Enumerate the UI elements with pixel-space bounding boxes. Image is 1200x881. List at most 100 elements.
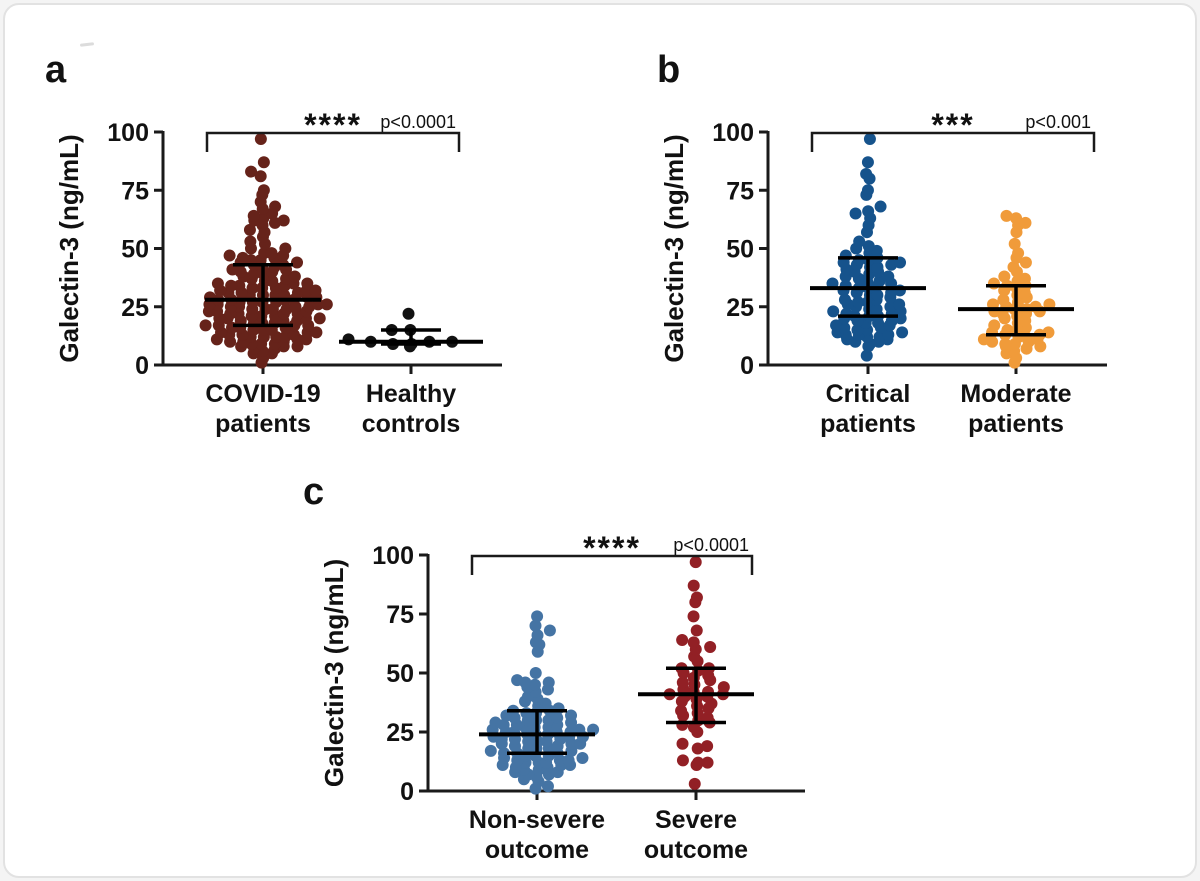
data-point — [266, 275, 279, 288]
data-point — [861, 156, 874, 169]
data-point — [243, 223, 256, 236]
data-point — [862, 205, 875, 218]
data-point — [874, 200, 887, 213]
data-point — [701, 740, 714, 753]
group-label: Non-severe — [469, 806, 605, 834]
data-point — [531, 610, 544, 623]
data-point — [269, 200, 282, 213]
data-point — [1008, 237, 1021, 250]
y-tick-label: 50 — [386, 660, 414, 688]
data-point — [690, 624, 703, 637]
data-point — [257, 156, 270, 169]
data-point — [676, 633, 689, 646]
panel-c: 0 25 50 75 100 Galectin-3 (ng/mL) Non-severe ou… — [305, 483, 885, 876]
data-point — [1000, 209, 1013, 222]
group-label: controls — [362, 410, 461, 438]
data-point — [265, 247, 278, 260]
data-point — [552, 702, 565, 715]
group-label: outcome — [485, 836, 589, 864]
significance-stars: *** — [931, 107, 974, 143]
data-point — [687, 579, 700, 592]
data-point — [860, 167, 873, 180]
data-point — [1042, 326, 1055, 339]
data-point — [313, 312, 326, 325]
data-point — [225, 279, 238, 292]
data-point — [689, 556, 702, 569]
y-tick-label: 100 — [712, 119, 754, 147]
data-point — [562, 754, 575, 767]
data-point — [247, 268, 260, 281]
data-point — [520, 707, 533, 720]
data-point — [528, 678, 541, 691]
stray-mark — [79, 42, 95, 47]
data-point — [691, 742, 704, 755]
data-point — [838, 293, 851, 306]
data-point — [827, 305, 840, 318]
data-point — [236, 251, 249, 264]
data-point — [863, 132, 876, 145]
data-point — [244, 235, 257, 248]
group-label: Severe — [655, 806, 737, 834]
panel-a-chart: 0 25 50 75 100 Galectin-3 (ng/mL) COVID-19pati… — [54, 107, 502, 438]
p-value-label: p<0.0001 — [673, 535, 749, 555]
data-point — [997, 293, 1010, 306]
data-point — [1019, 256, 1032, 269]
data-point — [1007, 261, 1020, 274]
data-point — [998, 270, 1011, 283]
data-point — [839, 249, 852, 262]
data-point — [1019, 216, 1032, 229]
y-tick-label: 25 — [121, 294, 149, 322]
y-tick-label: 50 — [121, 236, 149, 264]
p-value-label: p<0.0001 — [380, 112, 456, 132]
y-tick-label: 75 — [726, 177, 754, 205]
data-point — [291, 256, 304, 269]
data-point — [223, 249, 236, 262]
data-point — [484, 744, 497, 757]
data-point — [233, 279, 246, 292]
significance-bracket — [205, 131, 461, 152]
data-point — [861, 184, 874, 197]
data-point — [551, 711, 564, 724]
figure-card: a b c 0 25 50 75 100 Galectin-3 (ng/mL) COVID-… — [3, 3, 1197, 878]
data-point — [277, 214, 290, 227]
data-point — [676, 754, 689, 767]
group-label: patients — [968, 410, 1064, 438]
data-point — [873, 275, 886, 288]
data-point — [896, 326, 909, 339]
data-point — [852, 296, 865, 309]
y-tick-label: 75 — [386, 601, 414, 629]
data-point — [871, 289, 884, 302]
y-tick-label: 25 — [726, 294, 754, 322]
data-point — [687, 610, 700, 623]
y-axis-title: Galectin-3 (ng/mL) — [319, 559, 349, 787]
data-point — [320, 298, 333, 311]
data-point — [246, 282, 259, 295]
data-point — [688, 777, 701, 790]
group-label: outcome — [644, 836, 748, 864]
group-label: Moderate — [960, 380, 1071, 408]
data-point — [529, 667, 542, 679]
data-point — [257, 184, 270, 197]
data-point — [987, 277, 1000, 290]
data-point — [676, 676, 689, 689]
group-label: Healthy — [366, 380, 456, 408]
group-label: patients — [820, 410, 916, 438]
significance-bracket — [470, 554, 754, 575]
panel-c-letter: c — [303, 471, 325, 513]
y-tick-label: 0 — [400, 778, 414, 806]
panel-b-letter: b — [657, 49, 681, 91]
data-point — [687, 636, 700, 649]
data-point — [830, 319, 843, 332]
data-point — [853, 254, 866, 267]
y-axis-title: Galectin-3 (ng/mL) — [54, 134, 84, 362]
data-point — [676, 737, 689, 750]
data-point — [853, 235, 866, 248]
data-point — [882, 270, 895, 283]
data-point — [860, 349, 873, 362]
y-tick-label: 25 — [386, 719, 414, 747]
significance-bracket — [810, 131, 1096, 152]
data-point — [301, 277, 314, 290]
panel-a-letter: a — [45, 49, 67, 91]
data-point — [529, 619, 542, 632]
